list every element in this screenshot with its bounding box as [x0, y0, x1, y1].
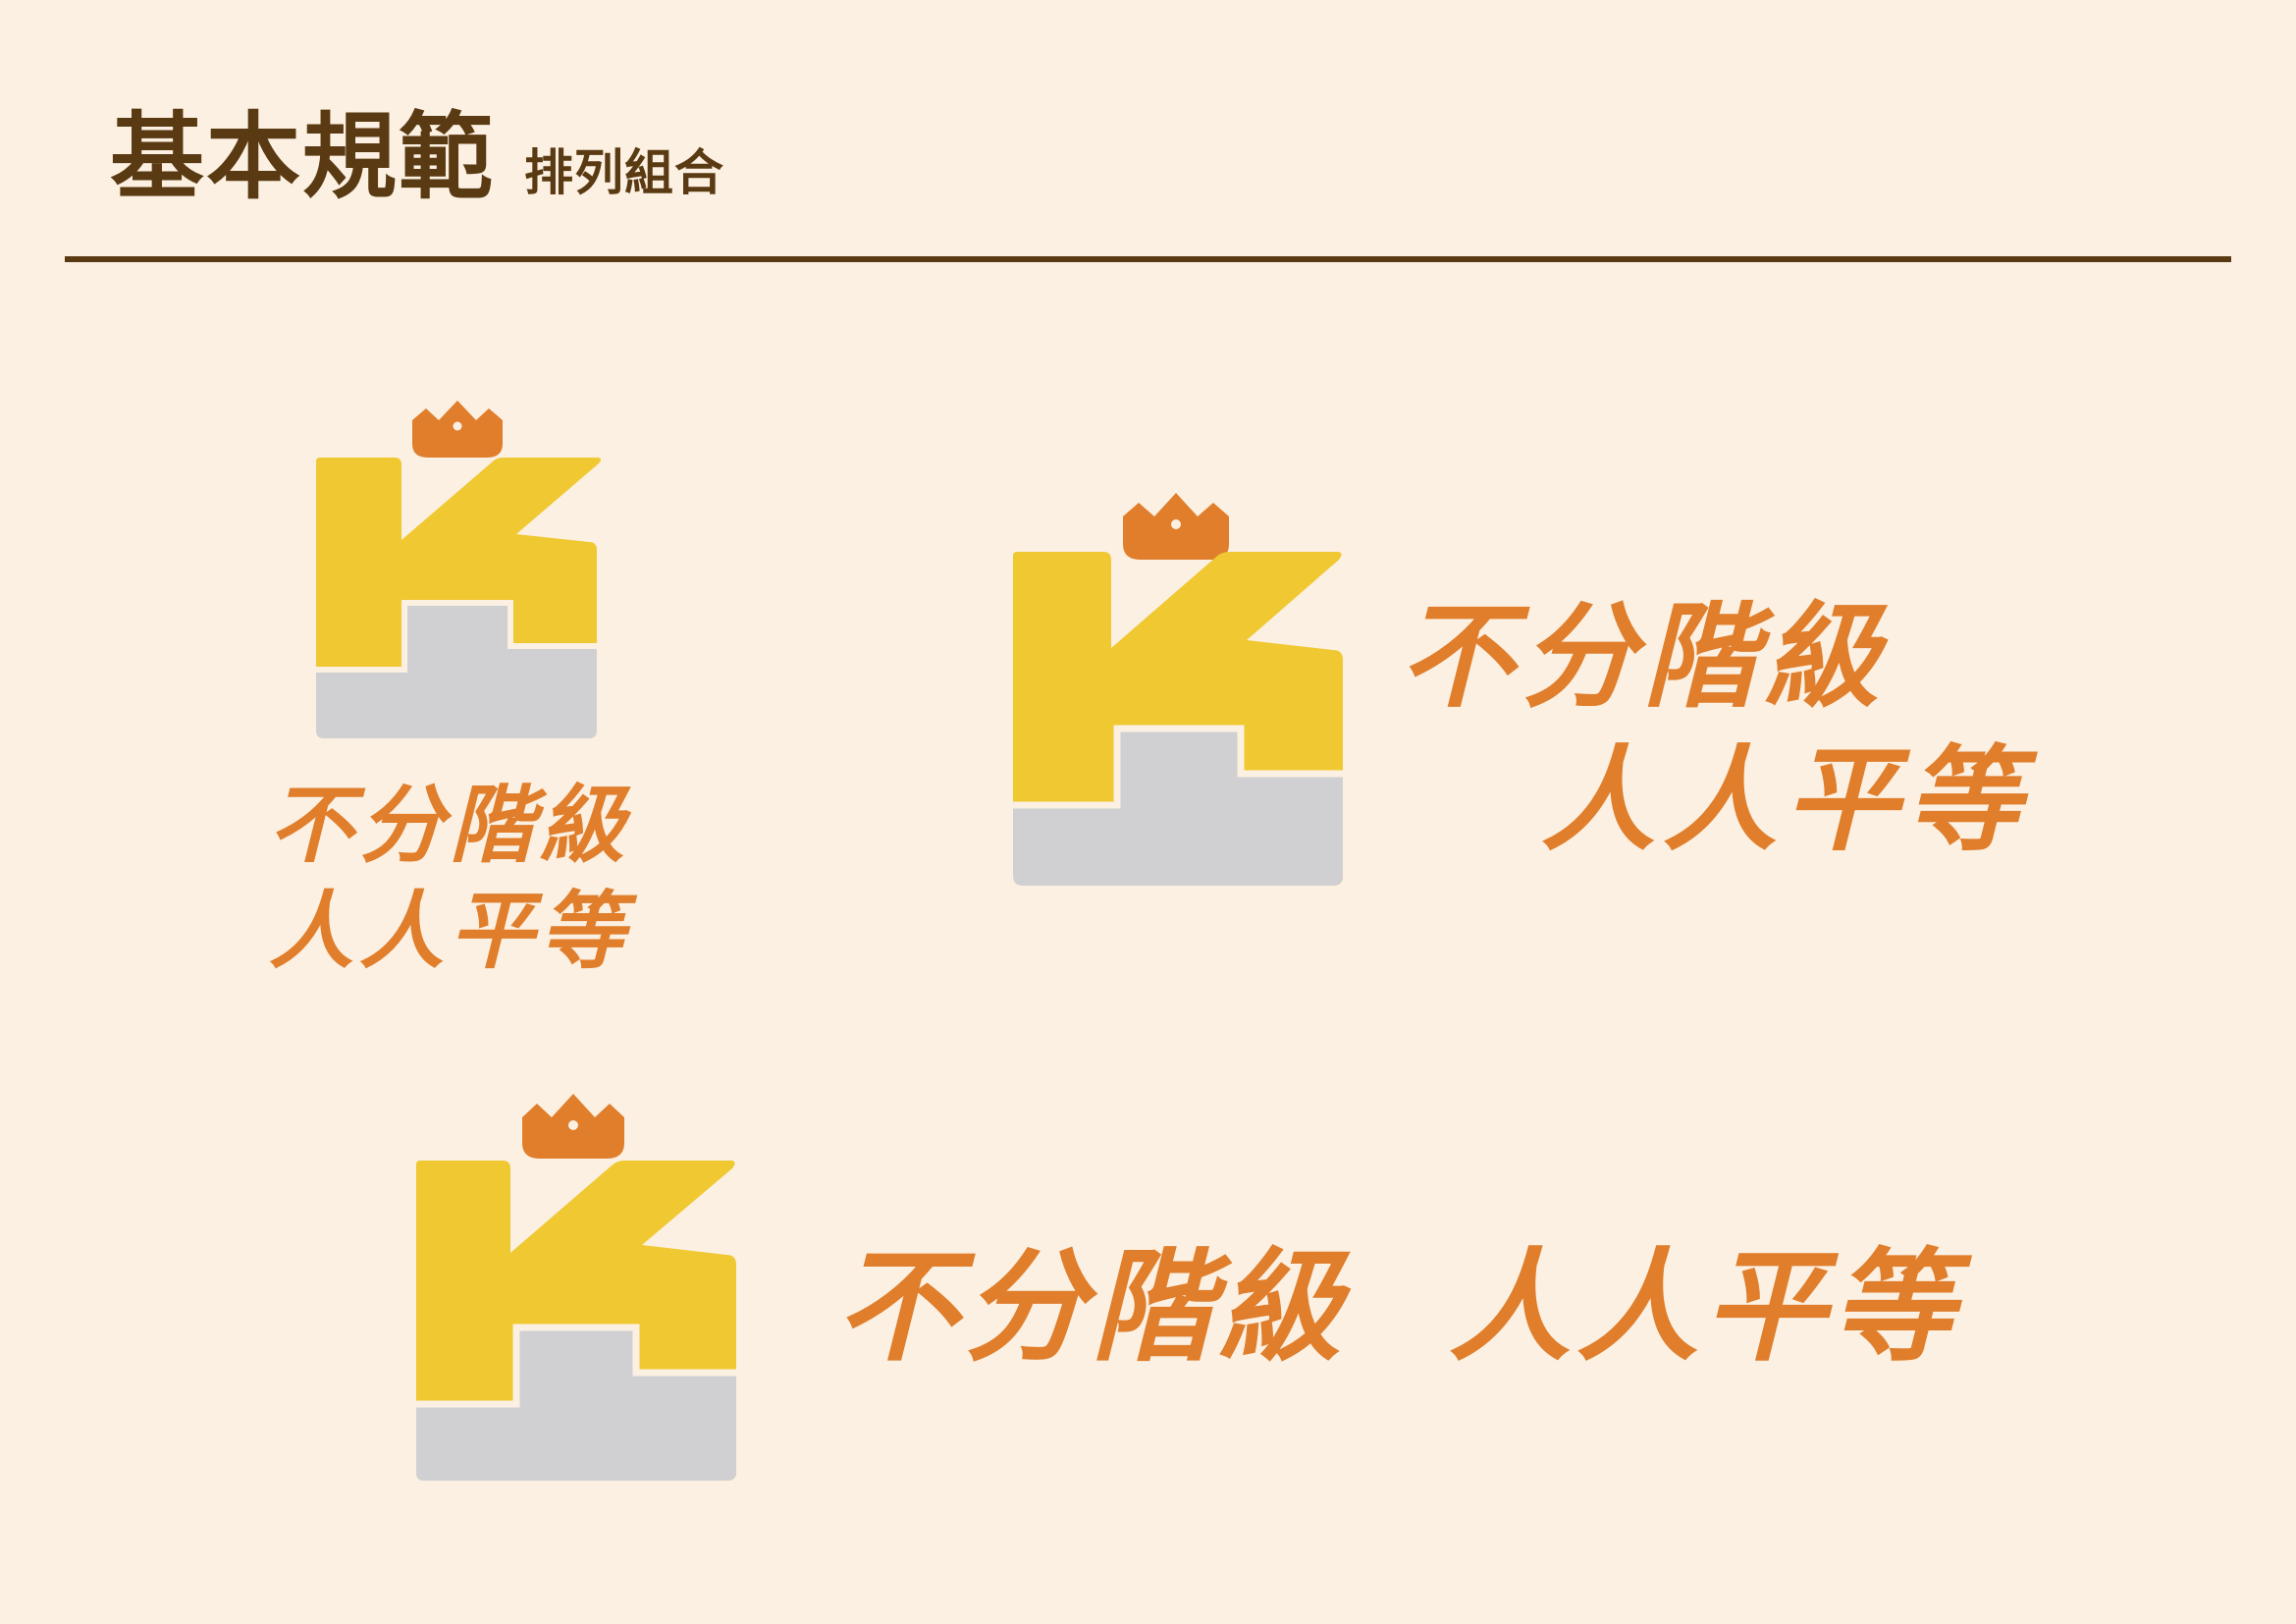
slogan-part2-single: 人人平等: [1449, 1237, 1960, 1379]
k-staircase-logo-icon: [416, 1161, 736, 1481]
slogan-line1-horizontal: 不分階級: [1400, 591, 1887, 724]
page-subtitle: 排列組合: [524, 143, 724, 201]
crown-icon: [412, 401, 503, 458]
logo-horizontal-stacked: [1013, 493, 1343, 886]
slogan-line2-horizontal: 人人平等: [1541, 734, 2028, 867]
slogan-line1-vertical: 不分階級: [269, 777, 630, 875]
crown-icon: [522, 1094, 624, 1159]
logo-vertical: [316, 401, 602, 738]
slogan-line2-vertical: 人人平等: [269, 883, 630, 981]
k-staircase-logo-icon: [316, 458, 602, 738]
page-title: 基本規範: [110, 101, 495, 212]
page-header: 基本規範 排列組合: [110, 81, 724, 217]
crown-icon: [1123, 493, 1229, 560]
slogan-part1-single: 不分階級: [836, 1237, 1348, 1379]
k-staircase-logo-icon: [1013, 552, 1343, 886]
header-divider: [65, 256, 2231, 262]
logo-horizontal-single: [416, 1094, 736, 1481]
